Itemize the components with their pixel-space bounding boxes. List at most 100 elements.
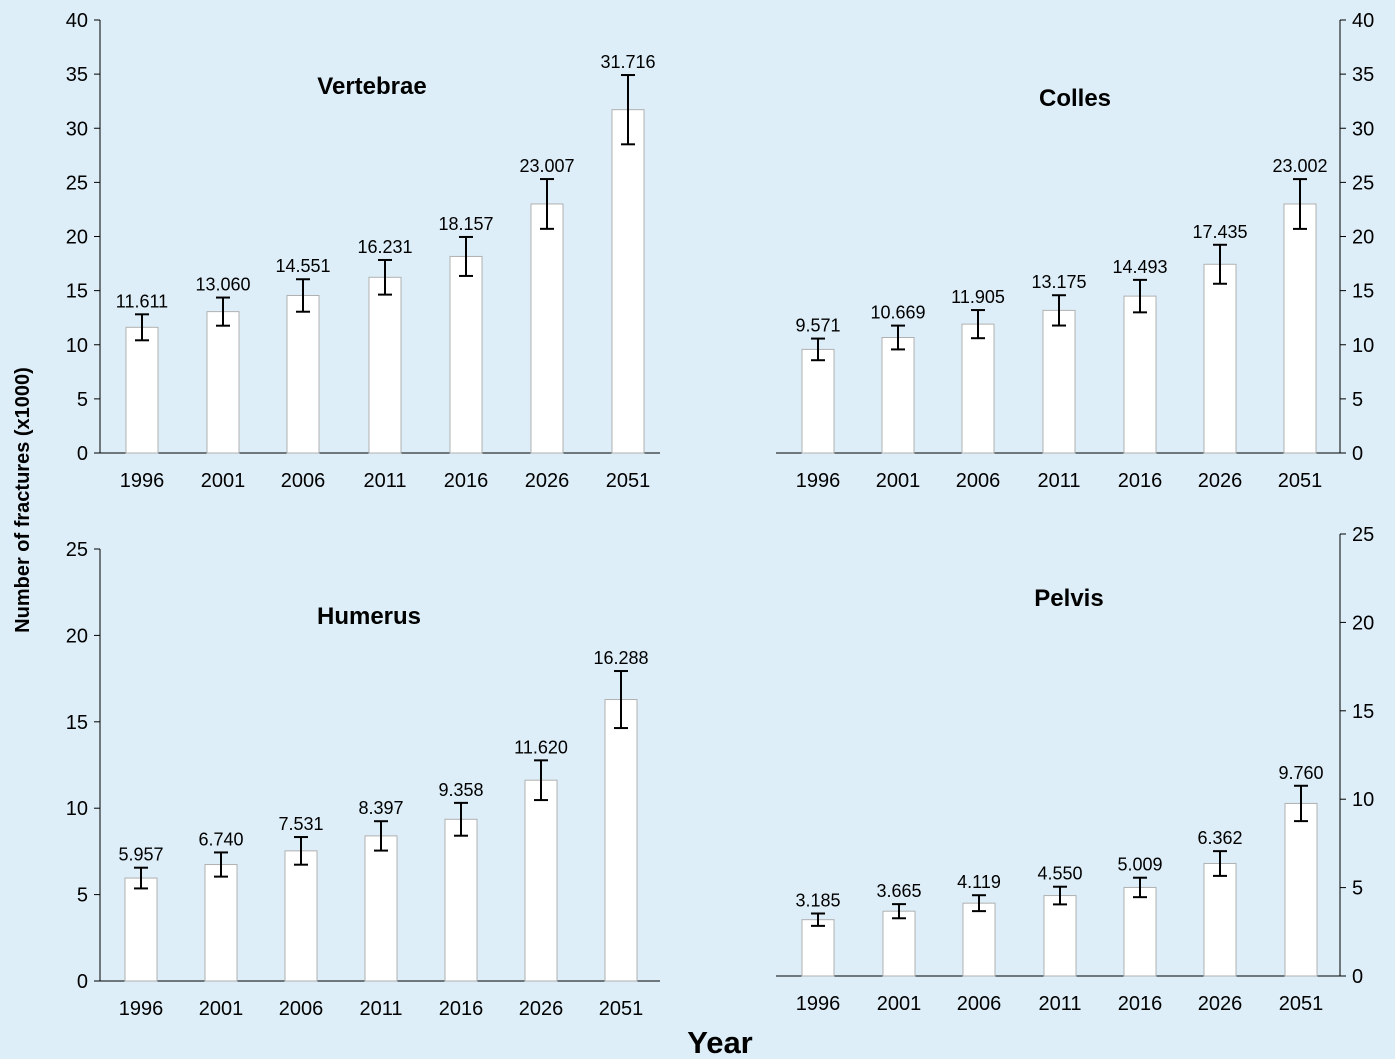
bar bbox=[286, 294, 320, 454]
y-tick-label: 40 bbox=[1352, 10, 1374, 32]
y-tick-label: 25 bbox=[66, 172, 88, 194]
y-tick-label: 15 bbox=[66, 712, 88, 734]
y-tick-label: 35 bbox=[1352, 64, 1374, 86]
data-label: 13.175 bbox=[1031, 272, 1086, 292]
panel-title: Pelvis bbox=[1034, 585, 1103, 612]
bar bbox=[530, 203, 564, 454]
data-label: 6.740 bbox=[198, 829, 243, 849]
bar bbox=[368, 276, 402, 454]
data-label: 17.435 bbox=[1192, 222, 1247, 242]
bar bbox=[206, 311, 240, 454]
x-tick-label: 2026 bbox=[525, 470, 570, 492]
x-tick-label: 2001 bbox=[201, 470, 246, 492]
bar bbox=[1284, 802, 1318, 977]
bar bbox=[1123, 295, 1157, 454]
y-tick-label: 0 bbox=[1352, 966, 1363, 988]
x-tick-label: 2026 bbox=[1198, 993, 1243, 1015]
bar bbox=[125, 326, 159, 454]
data-label: 18.157 bbox=[438, 214, 493, 234]
x-tick-label: 2016 bbox=[1118, 470, 1163, 492]
bar bbox=[444, 818, 478, 982]
y-tick-label: 25 bbox=[1352, 524, 1374, 546]
y-tick-label: 30 bbox=[1352, 118, 1374, 140]
data-label: 23.007 bbox=[519, 156, 574, 176]
panel-pelvis: 0 5 10 15 20 25 3.185 1996 3.665 2001 4.119 2006 4.5… bbox=[776, 524, 1374, 1015]
panel-vertebrae: 0 5 10 15 20 25 30 35 40 11.611 1996 13.060 2001 14.5… bbox=[66, 10, 660, 492]
data-label: 16.231 bbox=[357, 237, 412, 257]
x-tick-label: 2026 bbox=[1198, 470, 1243, 492]
bar bbox=[801, 348, 835, 454]
data-label: 8.397 bbox=[358, 798, 403, 818]
bar bbox=[962, 902, 996, 977]
bar bbox=[449, 255, 483, 454]
y-axis-title: Number of fractures (x1000) bbox=[12, 367, 34, 633]
y-tick-label: 35 bbox=[66, 64, 88, 86]
data-label: 9.571 bbox=[795, 316, 840, 336]
y-tick-label: 5 bbox=[77, 885, 88, 907]
x-tick-label: 2016 bbox=[444, 470, 489, 492]
bar bbox=[604, 699, 638, 982]
x-tick-label: 2051 bbox=[1278, 470, 1323, 492]
y-tick-label: 40 bbox=[66, 10, 88, 32]
bar bbox=[124, 877, 158, 982]
x-tick-label: 2051 bbox=[606, 470, 651, 492]
bar bbox=[1203, 863, 1237, 977]
data-label: 14.493 bbox=[1112, 257, 1167, 277]
y-tick-label: 0 bbox=[77, 443, 88, 465]
y-tick-label: 5 bbox=[77, 389, 88, 411]
y-tick-label: 20 bbox=[1352, 227, 1374, 249]
x-tick-label: 1996 bbox=[120, 470, 165, 492]
data-label: 4.119 bbox=[957, 872, 1001, 892]
x-tick-label: 2001 bbox=[877, 993, 922, 1015]
x-tick-label: 2011 bbox=[1038, 993, 1081, 1015]
x-tick-label: 2011 bbox=[363, 470, 406, 492]
bar bbox=[961, 323, 995, 454]
x-tick-label: 1996 bbox=[119, 998, 164, 1020]
bar bbox=[364, 835, 398, 982]
y-tick-label: 20 bbox=[66, 227, 88, 249]
data-label: 9.760 bbox=[1278, 763, 1323, 783]
data-label: 6.362 bbox=[1197, 828, 1242, 848]
panel-title: Vertebrae bbox=[317, 73, 426, 100]
bar bbox=[1203, 263, 1237, 454]
x-tick-label: 2016 bbox=[1118, 993, 1163, 1015]
chart-panels: 0 5 10 15 20 25 30 35 40 11.611 1996 13.060 2001 14.5… bbox=[66, 10, 1375, 1020]
panel-colles: 0 5 10 15 20 25 30 35 40 9.571 1996 10.669 2001 11.90… bbox=[776, 10, 1374, 492]
y-tick-label: 5 bbox=[1352, 878, 1363, 900]
y-tick-label: 25 bbox=[66, 539, 88, 561]
y-tick-label: 10 bbox=[66, 798, 88, 820]
y-tick-label: 20 bbox=[1352, 612, 1374, 634]
x-tick-label: 2051 bbox=[1279, 993, 1324, 1015]
bar bbox=[1042, 309, 1076, 454]
y-tick-label: 30 bbox=[66, 118, 88, 140]
bar bbox=[1283, 203, 1317, 454]
x-tick-label: 2051 bbox=[599, 998, 644, 1020]
data-label: 11.620 bbox=[514, 737, 568, 757]
data-label: 14.551 bbox=[275, 256, 330, 276]
y-tick-label: 15 bbox=[66, 281, 88, 303]
x-tick-label: 2006 bbox=[956, 470, 1001, 492]
y-tick-label: 0 bbox=[77, 971, 88, 993]
x-tick-label: 2006 bbox=[279, 998, 324, 1020]
bar bbox=[1123, 886, 1157, 977]
data-label: 5.957 bbox=[118, 845, 163, 865]
y-tick-label: 25 bbox=[1352, 172, 1374, 194]
panel-humerus: 0 5 10 15 20 25 5.957 1996 6.740 2001 7.531 2006 8.3… bbox=[66, 539, 660, 1020]
data-label: 10.669 bbox=[870, 303, 925, 323]
data-label: 4.550 bbox=[1037, 864, 1082, 884]
y-tick-label: 15 bbox=[1352, 281, 1374, 303]
data-label: 23.002 bbox=[1272, 156, 1327, 176]
x-tick-label: 2011 bbox=[1037, 470, 1080, 492]
x-tick-label: 2026 bbox=[519, 998, 564, 1020]
x-axis-title: Year bbox=[687, 1025, 753, 1059]
data-label: 5.009 bbox=[1117, 855, 1162, 875]
bar bbox=[881, 337, 915, 454]
bar bbox=[1043, 895, 1077, 977]
x-tick-label: 2006 bbox=[281, 470, 326, 492]
y-tick-label: 0 bbox=[1352, 443, 1363, 465]
x-tick-label: 2006 bbox=[957, 993, 1002, 1015]
x-tick-label: 1996 bbox=[796, 993, 841, 1015]
y-tick-label: 10 bbox=[1352, 335, 1374, 357]
bar bbox=[284, 850, 318, 982]
